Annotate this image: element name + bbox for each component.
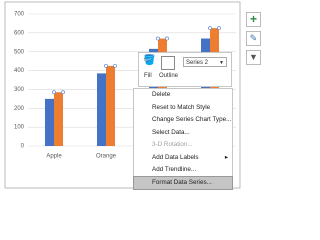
menu-item[interactable]: Add Data Labels ▸ [134,152,232,165]
y-tick-label: 400 [14,68,25,74]
submenu-arrow: ▸ [224,153,228,161]
menu-item-label: Select Data... [152,128,190,136]
menu-item-label: Format Data Series... [152,178,212,186]
chart-filters-button[interactable]: ▼ [246,50,261,65]
menu-item-label: Add Trendline... [152,166,197,173]
bar[interactable] [97,73,106,146]
x-tick-label: Apple [46,154,62,160]
menu-item-label: Reset to Match Style [152,103,211,111]
selection-handle [156,36,160,41]
dropdown-arrow: ▼ [219,60,224,66]
outline-label[interactable]: Outline [159,73,179,79]
menu-item[interactable]: Delete [134,89,232,102]
context-menu: Delete Reset to Match Style Change Series … [133,88,233,190]
bar[interactable] [45,98,54,146]
menu-item[interactable]: Select Data... [134,127,232,140]
menu-item-label: 3-D Rotation... [152,141,193,148]
selection-handle [104,63,108,68]
y-tick-label: 500 [14,49,25,55]
series-dropdown[interactable]: Series 2 ▼ [183,57,227,67]
y-tick-label: 700 [14,12,25,18]
menu-item[interactable]: Change Series Chart Type... [134,114,232,127]
mini-toolbar: 🪣 Fill Outline Series 2 ▼ [138,52,232,87]
page: 0100200300400500600700AppleOrangePeach +… [4,1,261,190]
menu-item-label: Delete [152,91,171,98]
y-tick-label: 300 [14,87,25,93]
y-tick-label: 200 [14,106,25,112]
y-tick-label: 600 [14,30,25,36]
selection-handle [113,63,117,68]
selection-handle [61,90,65,95]
selection-handle [208,26,212,31]
menu-item[interactable]: Add Trendline... [134,164,232,177]
x-tick-label: Orange [96,154,117,160]
menu-item: 3-D Rotation... [134,139,232,152]
bar[interactable] [106,65,115,146]
chart-styles-button[interactable]: ✎ [246,31,261,46]
chart-elements-button[interactable]: + [246,12,261,27]
fill-label[interactable]: Fill [144,73,152,79]
menu-item[interactable]: Format Data Series... [133,175,233,190]
bar[interactable] [54,92,63,146]
selection-handle [52,90,56,95]
menu-item[interactable]: Reset to Match Style [134,102,232,115]
y-tick-label: 100 [14,125,25,131]
series-dropdown-text: Series 2 [186,60,209,66]
selection-handle [165,36,169,41]
fill-icon[interactable]: 🪣 [143,55,156,66]
selection-handle [217,26,221,31]
y-tick-label: 0 [21,144,25,150]
menu-item-label: Change Series Chart Type... [152,116,232,123]
menu-item-label: Add Data Labels [152,153,199,161]
outline-icon[interactable] [161,56,175,70]
bar[interactable] [210,28,219,147]
